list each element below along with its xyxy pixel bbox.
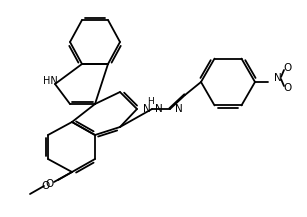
Text: O: O [283, 83, 291, 93]
Text: N: N [155, 104, 163, 114]
Text: O: O [283, 63, 291, 73]
Text: HN: HN [43, 76, 57, 86]
Text: H: H [147, 97, 154, 105]
Text: O: O [42, 181, 50, 191]
Text: N: N [175, 104, 183, 114]
Text: N: N [274, 73, 282, 83]
Text: N: N [143, 104, 151, 114]
Text: O: O [45, 179, 53, 189]
